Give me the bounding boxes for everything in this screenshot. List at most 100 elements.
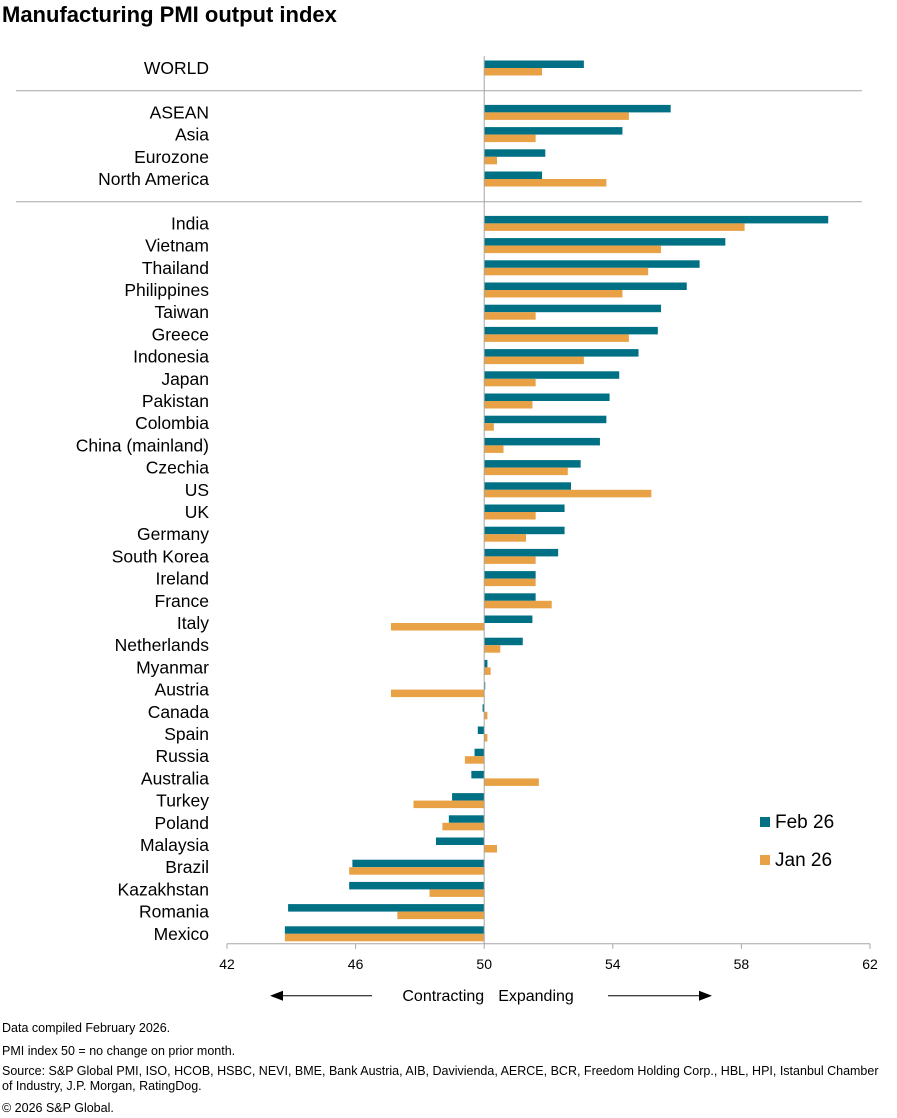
bar-jan-26 [390,689,485,698]
category-label: Colombia [135,413,209,433]
bar-feb-26 [484,149,546,157]
bar-jan-26 [484,489,652,498]
bar-feb-26 [484,437,600,446]
bar-feb-26 [471,770,485,779]
category-label: Turkey [156,791,209,811]
bar-feb-26 [349,881,485,890]
category-label: Kazakhstan [118,879,209,899]
bar-jan-26 [484,845,498,853]
category-label: Germany [137,524,209,544]
bar-feb-26 [484,238,726,246]
category-label: Canada [148,702,210,722]
bar-feb-26 [482,704,485,712]
bar-feb-26 [484,526,565,535]
category-label: Philippines [124,280,209,300]
contracting-arrowhead [270,990,283,1001]
bar-jan-26 [284,933,485,942]
bar-feb-26 [484,282,687,290]
bar-jan-26 [484,778,539,786]
bar-feb-26 [284,926,485,934]
bar-feb-26 [484,615,533,623]
expanding-arrowhead [699,990,712,1001]
legend-label: Jan 26 [775,850,832,871]
bar-jan-26 [484,68,543,76]
bar-jan-26 [484,734,488,742]
expanding-label: Expanding [498,988,574,1005]
bar-jan-26 [484,645,501,653]
category-label: Romania [139,902,209,922]
contracting-label: Contracting [402,988,484,1005]
x-tick-label: 46 [348,956,364,972]
category-label: WORLD [144,58,209,78]
bar-feb-26 [484,349,639,357]
category-label: Greece [152,324,209,344]
category-label: Mexico [154,924,209,944]
bar-jan-26 [484,223,745,231]
bar-feb-26 [484,60,584,68]
x-tick-label: 50 [476,956,492,972]
bar-jan-26 [484,378,536,387]
category-label: Japan [161,369,209,389]
x-tick-label: 42 [219,956,235,972]
category-label: Ireland [155,569,209,589]
bar-jan-26 [484,467,568,476]
category-label: Italy [177,613,209,633]
bar-feb-26 [484,504,565,512]
bar-jan-26 [484,667,491,675]
bar-jan-26 [484,401,533,409]
bar-feb-26 [484,260,700,268]
category-label: China (mainland) [76,435,209,455]
category-label: India [171,213,209,233]
bar-feb-26 [484,460,581,468]
bar-feb-26 [484,371,620,379]
category-label: US [185,480,209,500]
bar-feb-26 [484,326,658,335]
category-label: Indonesia [133,347,209,367]
bar-jan-26 [484,445,504,453]
x-tick-label: 54 [605,956,621,972]
category-label: Spain [164,724,209,744]
bar-jan-26 [484,112,629,120]
bar-feb-26 [484,215,829,224]
bar-feb-26 [474,748,485,757]
bar-feb-26 [484,127,623,135]
legend-swatch [760,855,770,865]
bar-feb-26 [484,571,536,579]
category-label: Brazil [165,857,209,877]
bar-jan-26 [484,290,623,298]
bar-feb-26 [484,637,523,646]
category-label: ASEAN [150,102,209,122]
bar-jan-26 [397,911,485,920]
bar-feb-26 [435,837,485,845]
bar-feb-26 [477,726,485,734]
category-label: France [155,591,209,611]
bar-jan-26 [442,822,485,831]
note-source: Source: S&P Global PMI, ISO, HCOB, HSBC,… [2,1064,879,1093]
bar-jan-26 [484,156,498,165]
bar-jan-26 [484,512,536,520]
category-label: Australia [141,768,209,788]
bar-jan-26 [484,245,662,254]
note-data-compiled: Data compiled February 2026. [2,1021,171,1035]
category-label: Czechia [146,458,209,478]
category-label: North America [98,169,209,189]
bar-feb-26 [352,859,485,868]
category-label: Thailand [142,258,209,278]
bar-feb-26 [452,793,485,801]
bar-feb-26 [484,393,610,401]
bar-feb-26 [484,482,572,490]
bar-jan-26 [484,312,536,320]
category-label: Poland [155,813,210,833]
category-label: Eurozone [134,147,209,167]
chart-title: Manufacturing PMI output index [2,2,337,27]
legend-swatch [760,817,770,827]
category-label: Taiwan [155,302,209,322]
bar-jan-26 [484,534,526,542]
bar-feb-26 [288,904,485,912]
bar-jan-26 [484,423,494,431]
category-label: Netherlands [115,635,210,655]
category-label: Russia [156,746,210,766]
category-label: Vietnam [145,236,209,256]
category-label: Myanmar [136,657,209,677]
